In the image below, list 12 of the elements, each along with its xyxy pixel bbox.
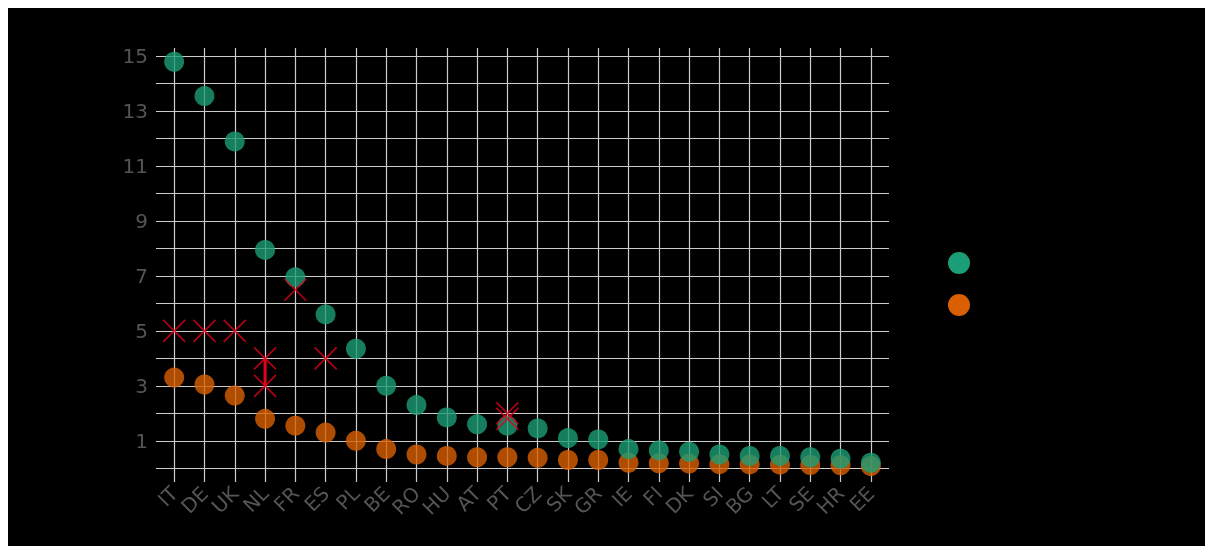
y-tick-label: 7 <box>135 263 148 288</box>
x-tick-label: GR <box>568 481 607 520</box>
y-tick-label: 9 <box>135 209 148 234</box>
y-tick-label: 5 <box>135 318 148 343</box>
y-tick-label: 15 <box>122 44 148 69</box>
y-tick-label: 1 <box>135 428 148 453</box>
y-tick-label: 13 <box>122 99 148 124</box>
x-tick-label: EE <box>844 481 880 517</box>
x-tick-label: IE <box>606 481 637 512</box>
x-tick-label: LT <box>756 480 789 514</box>
y-tick-label: 3 <box>135 373 148 398</box>
y-tick-label: 11 <box>122 154 148 179</box>
